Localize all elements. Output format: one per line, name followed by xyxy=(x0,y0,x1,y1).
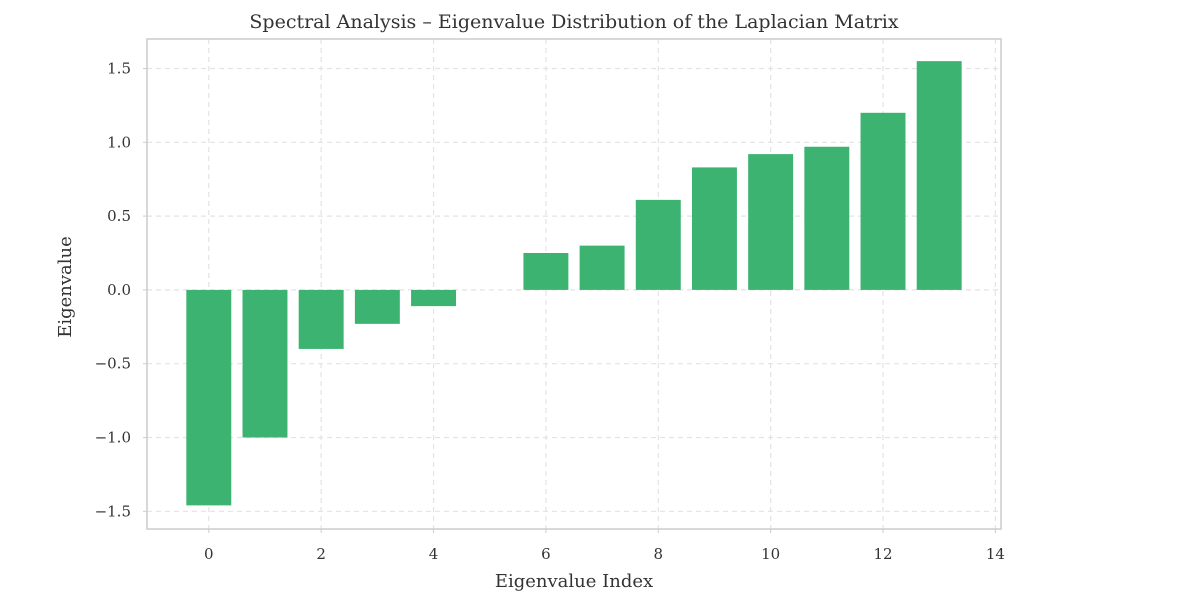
y-tick-label: 0.5 xyxy=(107,207,131,225)
x-tick-label: 14 xyxy=(986,545,1005,563)
bar xyxy=(186,289,232,506)
x-tick-label: 6 xyxy=(541,545,551,563)
bar xyxy=(691,167,737,290)
bars-layer xyxy=(186,61,962,506)
ticks-layer: 0 2 4 6 8 10 12 14 −1.5 −1.0 −0.5 0.0 0.5 1.0 1.5 xyxy=(95,60,1005,563)
x-tick-label: 12 xyxy=(873,545,892,563)
bar xyxy=(748,154,794,290)
chart-title: Spectral Analysis – Eigenvalue Distribut… xyxy=(249,11,898,33)
bar xyxy=(411,289,457,307)
bar xyxy=(635,199,681,290)
bar xyxy=(523,253,569,290)
x-tick-label: 4 xyxy=(429,545,439,563)
y-tick-label: 1.0 xyxy=(107,133,131,151)
x-axis-label: Eigenvalue Index xyxy=(495,571,653,592)
bar xyxy=(860,112,906,290)
bar xyxy=(298,289,344,349)
bar xyxy=(804,146,850,290)
bar xyxy=(916,61,962,290)
y-tick-label: −1.0 xyxy=(95,428,131,446)
x-tick-label: 2 xyxy=(316,545,326,563)
x-tick-label: 8 xyxy=(654,545,664,563)
bar xyxy=(354,289,400,324)
y-tick-label: −1.5 xyxy=(95,502,131,520)
bar xyxy=(579,245,625,290)
bar xyxy=(242,289,288,438)
y-axis-label: Eigenvalue xyxy=(55,236,76,338)
x-tick-label: 10 xyxy=(761,545,780,563)
x-tick-label: 0 xyxy=(204,545,214,563)
plot-frame xyxy=(146,38,1002,530)
y-tick-label: 1.5 xyxy=(107,60,131,78)
y-tick-label: 0.0 xyxy=(107,281,131,299)
y-tick-label: −0.5 xyxy=(95,355,131,373)
